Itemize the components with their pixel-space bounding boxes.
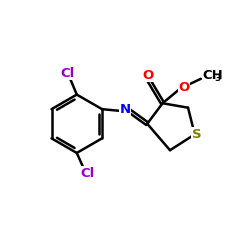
Text: O: O — [142, 68, 153, 82]
Text: O: O — [178, 81, 190, 94]
Text: N: N — [120, 103, 130, 116]
Text: 3: 3 — [214, 74, 220, 83]
Text: Cl: Cl — [80, 167, 94, 180]
Text: CH: CH — [202, 69, 223, 82]
Text: S: S — [192, 128, 202, 141]
Text: Cl: Cl — [60, 66, 74, 80]
